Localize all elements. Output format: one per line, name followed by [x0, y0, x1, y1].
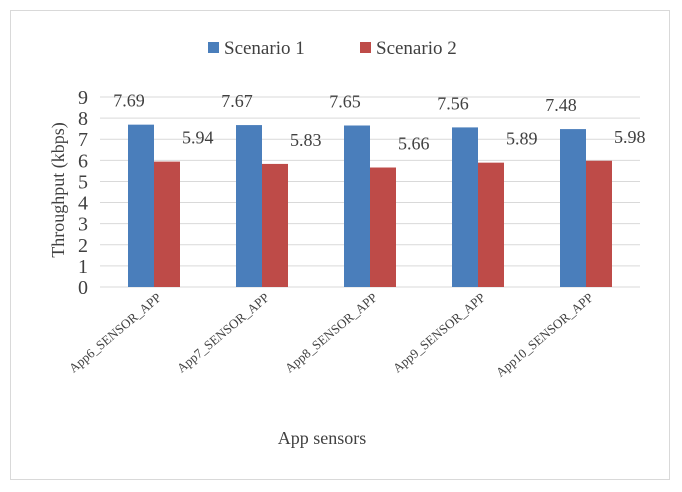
y-tick-label: 2 — [78, 235, 88, 257]
data-label: 7.67 — [221, 91, 253, 111]
bar-1-2 — [236, 125, 262, 287]
legend-swatch — [360, 42, 371, 53]
y-tick-label: 9 — [78, 87, 88, 109]
bar-1-3 — [344, 125, 370, 287]
data-label: 7.48 — [545, 95, 577, 115]
bar-2-5 — [586, 160, 612, 287]
y-tick-label: 4 — [78, 193, 88, 215]
x-tick-label: App9_SENSOR_APP — [390, 290, 488, 376]
legend-swatch — [208, 42, 219, 53]
bars — [128, 124, 612, 288]
x-tick-label: App8_SENSOR_APP — [282, 290, 380, 376]
x-axis-title: App sensors — [278, 428, 367, 448]
y-tick-label: 8 — [78, 108, 88, 130]
data-label: 5.94 — [182, 128, 214, 148]
bar-1-4 — [452, 127, 478, 288]
bar-2-1 — [154, 161, 180, 287]
bar-1-5 — [560, 129, 586, 287]
data-label: 5.89 — [506, 129, 538, 149]
bar-2-4 — [478, 162, 504, 287]
y-tick-label: 0 — [78, 277, 88, 299]
data-label: 7.69 — [113, 91, 145, 111]
data-label: 7.65 — [329, 92, 361, 112]
gridlines — [100, 96, 640, 288]
bar-1-1 — [128, 124, 154, 288]
x-tick-label: App7_SENSOR_APP — [174, 290, 272, 376]
legend-label: Scenario 2 — [376, 38, 457, 59]
y-axis-title: Throughput (kbps) — [48, 122, 69, 257]
legend-label: Scenario 1 — [224, 38, 305, 59]
bar-2-2 — [262, 163, 288, 287]
x-tick-label: App10_SENSOR_APP — [493, 290, 596, 380]
data-label: 5.66 — [398, 134, 430, 154]
x-tick-label: App6_SENSOR_APP — [66, 290, 164, 376]
x-axis-ticks: App6_SENSOR_APP App7_SENSOR_APP App8_SENSO… — [66, 290, 596, 380]
data-label: 7.56 — [437, 93, 469, 113]
data-label: 5.98 — [614, 127, 646, 147]
data-label: 5.83 — [290, 130, 322, 150]
data-labels: 7.69 5.94 7.67 5.83 7.65 5.66 7.56 5.89 7.48 5.98 — [113, 91, 645, 154]
y-tick-label: 1 — [78, 256, 88, 278]
y-tick-label: 3 — [78, 214, 88, 236]
y-tick-label: 7 — [78, 129, 88, 151]
bar-2-3 — [370, 167, 396, 287]
y-tick-label: 6 — [78, 150, 88, 172]
y-tick-label: 5 — [78, 171, 88, 193]
legend: Scenario 1 Scenario 2 — [208, 38, 457, 59]
